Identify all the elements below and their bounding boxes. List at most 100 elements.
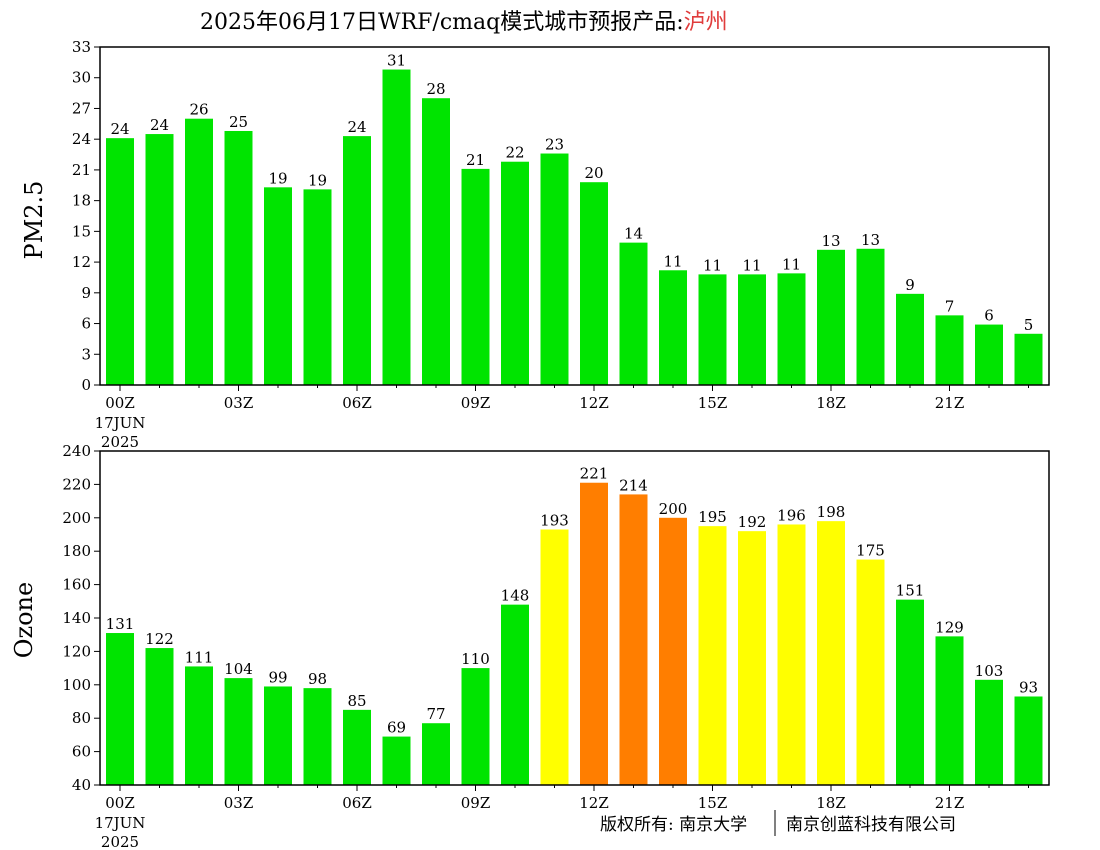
pm25-bar-label: 24 [150, 116, 169, 134]
pm25-ytick-label: 12 [72, 253, 91, 271]
pm25-plot-frame [99, 46, 1050, 386]
ozone-bar-label: 195 [698, 508, 727, 526]
pm25-bar-label: 14 [624, 225, 643, 243]
pm25-bar [817, 249, 845, 385]
pm25-bar [343, 136, 371, 385]
pm25-xtick-label: 00Z [105, 394, 135, 412]
ozone-xtick-label: 09Z [461, 794, 491, 812]
chart-title-city: 泸州 [684, 10, 728, 35]
ozone-date-label: 17JUN [95, 814, 146, 832]
pm25-bar-label: 11 [663, 252, 682, 270]
ozone-bar-label: 104 [224, 660, 253, 678]
pm25-ytick-label: 24 [72, 130, 91, 148]
pm25-bar [264, 187, 292, 385]
pm25-bar-label: 25 [229, 113, 248, 131]
ozone-bar-label: 175 [856, 542, 885, 560]
pm25-bar-label: 24 [110, 120, 129, 138]
ozone-bar-label: 111 [185, 648, 214, 666]
ozone-bar [698, 526, 727, 785]
ozone-bar-label: 200 [659, 500, 688, 518]
ozone-ytick-label: 120 [62, 642, 91, 660]
pm25-bar-label: 13 [821, 232, 840, 250]
ozone-bar-label: 193 [540, 511, 569, 529]
ozone-bar [935, 636, 964, 785]
ozone-bar [975, 679, 1003, 785]
ozone-bar [856, 559, 885, 785]
pm25-bar [1014, 333, 1043, 385]
ozone-bar [185, 666, 213, 785]
pm25-bar [580, 182, 608, 385]
pm25-bar-label: 20 [584, 164, 603, 182]
pm25-ytick-label: 3 [81, 345, 91, 363]
ozone-bar [303, 688, 332, 785]
ozone-ytick-label: 220 [62, 475, 91, 493]
ozone-bar-label: 151 [896, 582, 925, 600]
ozone-bar [343, 709, 371, 785]
ozone-ytick-label: 80 [72, 709, 91, 727]
ozone-xtick-label: 21Z [935, 794, 965, 812]
ozone-bar-label: 129 [935, 618, 964, 636]
copyright-right: 南京创蓝科技有限公司 [786, 815, 956, 835]
pm25-ytick-label: 18 [72, 192, 91, 210]
ozone-bar [382, 736, 411, 785]
pm25-ytick-label: 6 [81, 315, 91, 333]
ozone-bar-label: 198 [817, 503, 846, 521]
ozone-bar-label: 221 [580, 465, 609, 483]
ozone-bar-label: 98 [308, 670, 327, 688]
pm25-bar-label: 11 [703, 256, 722, 274]
pm25-xtick-label: 09Z [461, 394, 491, 412]
ozone-bar [461, 668, 490, 785]
pm25-bar [106, 138, 134, 385]
pm25-bar-label: 7 [945, 297, 955, 315]
ozone-bar-label: 131 [106, 615, 135, 633]
ozone-bar [896, 599, 924, 785]
pm25-bar [777, 273, 806, 385]
ozone-ytick-label: 180 [62, 542, 91, 560]
ozone-bar [501, 604, 529, 785]
pm25-bar-label: 22 [505, 144, 524, 162]
pm25-bar [856, 248, 885, 385]
pm25-bar [422, 98, 450, 385]
pm25-bar [975, 324, 1003, 385]
copyright-left: 版权所有: 南京大学 [600, 815, 747, 835]
pm25-bar [619, 242, 648, 385]
pm25-xtick-label: 15Z [698, 394, 728, 412]
pm25-bar-label: 11 [742, 256, 761, 274]
pm25-ytick-label: 0 [81, 376, 91, 394]
ozone-xtick-label: 18Z [816, 794, 846, 812]
pm25-bar-label: 19 [268, 169, 287, 187]
ozone-bar-label: 85 [347, 692, 366, 710]
ozone-bar [106, 633, 134, 785]
pm25-bar-label: 31 [387, 52, 406, 70]
ozone-bar-label: 110 [461, 650, 490, 668]
ozone-bar-label: 93 [1019, 678, 1038, 696]
pm25-bar [540, 153, 569, 385]
pm25-ytick-label: 27 [72, 99, 91, 117]
pm25-xtick-label: 12Z [579, 394, 609, 412]
ozone-bar [817, 521, 845, 785]
pm25-bar [896, 293, 924, 385]
ozone-xtick-label: 15Z [698, 794, 728, 812]
ozone-bar [1014, 696, 1043, 785]
ozone-date-label: 2025 [101, 833, 139, 850]
ozone-bar-label: 69 [387, 719, 406, 737]
pm25-ytick-label: 30 [72, 69, 91, 87]
pm25-bar [303, 189, 332, 385]
chart-title: 2025年06月17日WRF/cmaq模式城市预报产品:泸州 [200, 10, 728, 35]
ozone-bar-label: 77 [426, 705, 445, 723]
pm25-bar-label: 21 [466, 151, 485, 169]
ozone-ytick-label: 140 [62, 609, 91, 627]
pm25-panel: 24 24 26 25 19 19 24 31 28 21 22 23 20 14 11 11 11 11 13 13… [20, 38, 1050, 451]
pm25-xtick-label: 18Z [816, 394, 846, 412]
ozone-bar [224, 678, 253, 785]
ozone-bar-label: 122 [145, 630, 174, 648]
pm25-ytick-label: 15 [72, 222, 91, 240]
pm25-xtick-label: 06Z [342, 394, 372, 412]
ozone-xtick-label: 03Z [224, 794, 254, 812]
pm25-bar-label: 19 [308, 171, 327, 189]
pm25-bar [501, 161, 529, 385]
ozone-bar [777, 524, 806, 785]
ozone-ytick-label: 160 [62, 576, 91, 594]
ozone-bar-label: 99 [268, 668, 287, 686]
pm25-bar-label: 23 [545, 136, 564, 154]
